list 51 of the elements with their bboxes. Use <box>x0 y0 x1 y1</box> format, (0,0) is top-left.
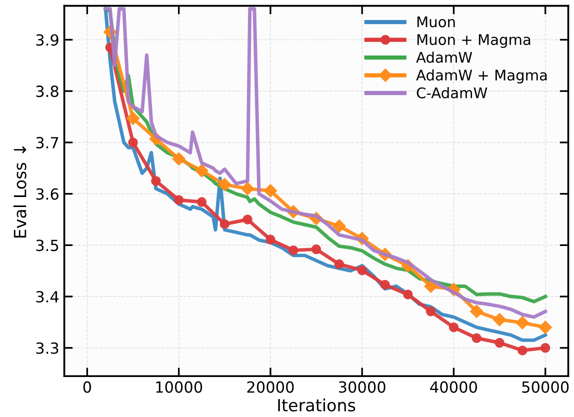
point <box>264 184 278 198</box>
point <box>151 176 161 186</box>
legend-label: C-AdamW <box>416 87 488 98</box>
y-tick-label: 3.6 <box>36 188 58 200</box>
point <box>426 306 436 316</box>
y-tick-label: 3.3 <box>36 342 58 354</box>
point <box>196 197 207 207</box>
point <box>288 245 298 256</box>
point <box>380 280 390 290</box>
x-tick-label: 40000 <box>430 381 478 393</box>
x-tick-label: 50000 <box>522 381 569 393</box>
point <box>172 152 186 166</box>
legend-label: AdamW + Magma <box>416 69 547 84</box>
y-tick-label: 3.5 <box>36 240 58 252</box>
point <box>538 320 552 334</box>
y-tick-label: 3.8 <box>36 86 58 98</box>
y-tick-label: 3.7 <box>36 136 58 148</box>
point <box>334 259 344 270</box>
point <box>540 343 550 353</box>
point <box>128 138 138 148</box>
x-tick-label: 30000 <box>338 381 386 393</box>
point <box>403 290 413 300</box>
point <box>266 234 276 244</box>
point <box>494 338 504 348</box>
point <box>218 178 232 192</box>
point <box>220 219 230 229</box>
point <box>332 220 346 233</box>
point <box>516 316 530 330</box>
point <box>174 195 184 205</box>
point <box>357 265 367 276</box>
legend-label: AdamW <box>416 52 472 63</box>
point <box>126 112 140 125</box>
point <box>448 322 459 332</box>
point <box>518 346 528 356</box>
point <box>240 182 254 196</box>
point <box>242 214 252 224</box>
x-axis-title: Iterations <box>278 398 356 412</box>
y-axis-title: Eval Loss ↓ <box>13 146 26 238</box>
point <box>424 280 438 293</box>
x-tick-label: 0 <box>83 381 92 393</box>
point <box>492 313 506 326</box>
y-tick-label: 3.4 <box>36 290 59 303</box>
point <box>311 244 322 254</box>
point <box>470 304 484 318</box>
point <box>195 164 208 178</box>
legend-label: Muon + Magma <box>417 34 530 48</box>
point <box>472 333 482 343</box>
y-tick-label: 3.9 <box>36 34 58 46</box>
x-tick-label: 20000 <box>247 381 294 393</box>
x-tick-label: 10000 <box>156 381 202 393</box>
legend-label: Muon <box>417 16 455 28</box>
